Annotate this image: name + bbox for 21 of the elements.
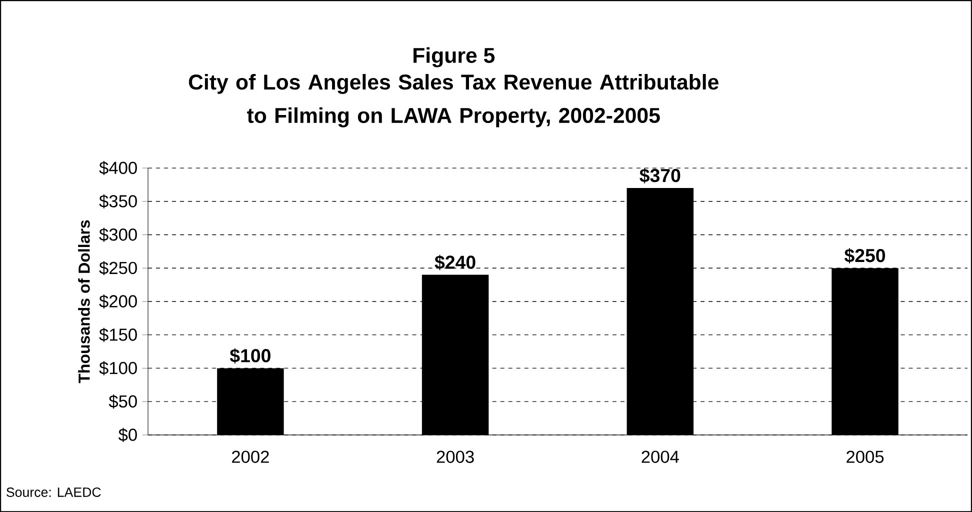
- y-tick-label: $200: [99, 294, 137, 308]
- y-tick-label: $300: [99, 228, 137, 242]
- data-label: $370: [640, 168, 680, 184]
- x-tick-label: 2005: [846, 450, 884, 463]
- y-tick-label: $250: [99, 260, 137, 276]
- y-tick-label: $400: [99, 160, 137, 175]
- y-axis-title: Thousands of Dollars: [78, 220, 90, 384]
- data-label: $250: [844, 248, 886, 264]
- chart-subtitle: City of Los Angeles Sales Tax Revenue Attributable to Filming on LAWA Property, 2002-2005: [188, 74, 718, 128]
- x-tick-label: 2004: [642, 450, 679, 463]
- chart-title: Figure 5: [414, 47, 495, 68]
- y-tick-label: $100: [99, 361, 137, 376]
- y-tick-label: $0: [118, 428, 137, 442]
- y-tick-label: $350: [99, 194, 137, 208]
- x-tick-label: 2003: [436, 450, 474, 463]
- x-tick-label: 2002: [232, 450, 269, 463]
- data-label: $100: [230, 348, 270, 364]
- source-note: Source: LAEDC: [6, 487, 101, 497]
- data-label: $240: [434, 254, 476, 270]
- y-tick-label: $50: [108, 394, 137, 408]
- y-tick-label: $150: [99, 328, 137, 342]
